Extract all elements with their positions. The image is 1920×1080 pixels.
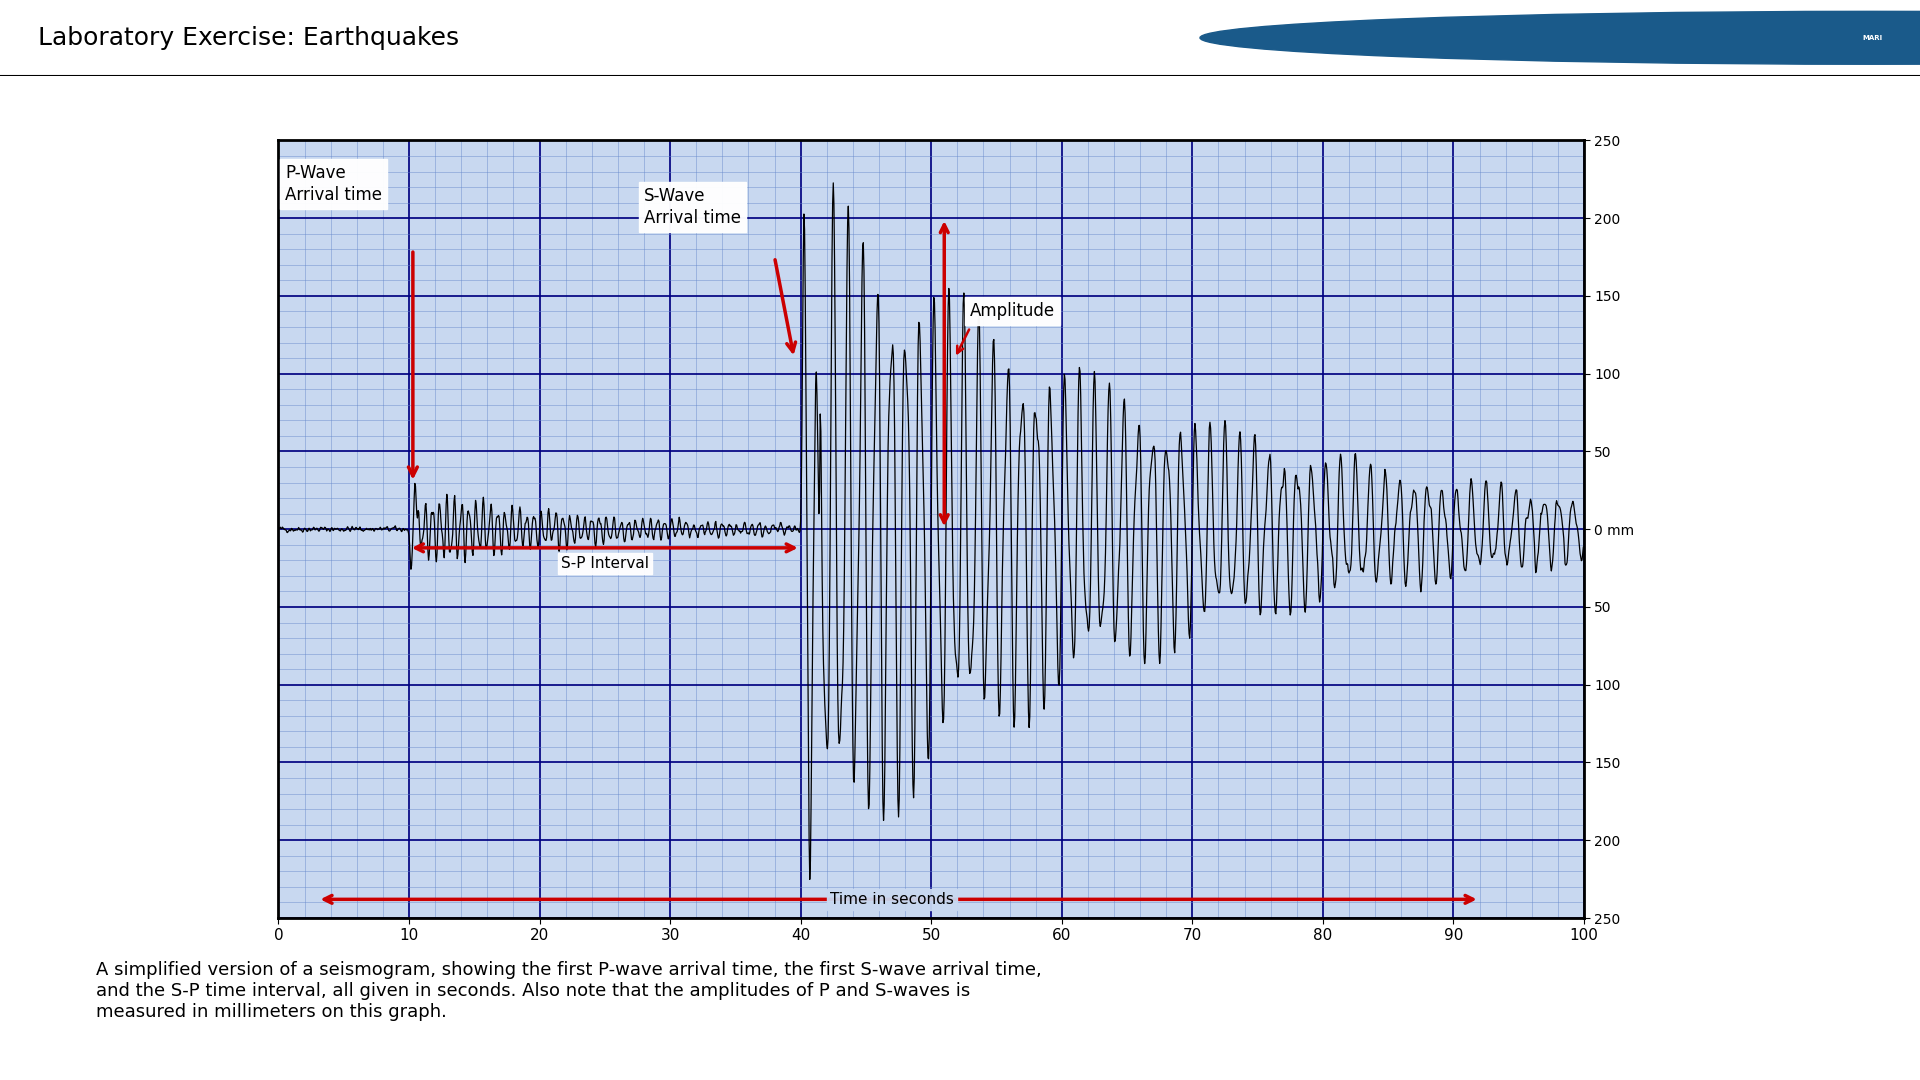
Text: A simplified version of a seismogram, showing the first P-wave arrival time, the: A simplified version of a seismogram, sh…	[96, 961, 1043, 1021]
Text: Laboratory Exercise: Earthquakes: Laboratory Exercise: Earthquakes	[38, 26, 459, 50]
Text: Time in seconds: Time in seconds	[829, 892, 954, 907]
Text: P-Wave
Arrival time: P-Wave Arrival time	[284, 164, 382, 204]
Text: MARI: MARI	[1862, 35, 1882, 41]
Text: S-P Interval: S-P Interval	[561, 555, 649, 570]
Circle shape	[1200, 11, 1920, 64]
Text: S-Wave
Arrival time: S-Wave Arrival time	[643, 187, 741, 227]
Text: Amplitude: Amplitude	[970, 302, 1056, 321]
